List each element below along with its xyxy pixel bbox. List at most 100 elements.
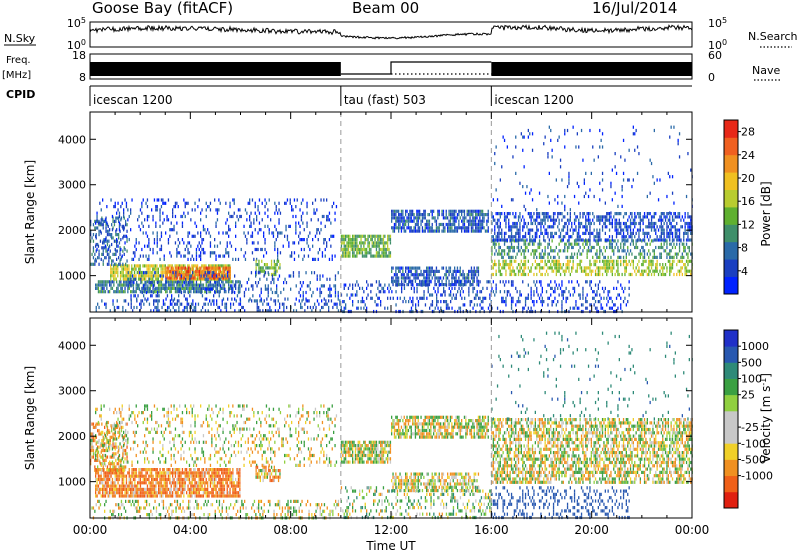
power-cell <box>128 270 130 275</box>
power-cell <box>96 218 98 222</box>
power-cell <box>606 212 608 216</box>
power-cell <box>625 252 627 256</box>
power-cell <box>578 238 580 242</box>
power-cell <box>419 296 421 300</box>
power-cell <box>278 274 281 278</box>
power-cell <box>606 225 608 229</box>
power-cell <box>182 309 184 313</box>
power-cell <box>529 215 531 219</box>
power-cell <box>277 211 279 215</box>
power-cell <box>667 212 669 216</box>
power-cell <box>607 263 609 267</box>
power-cell <box>533 249 535 253</box>
power-cell <box>145 231 147 235</box>
power-cell <box>666 269 668 273</box>
power-cell <box>677 235 679 239</box>
power-cell <box>523 263 525 267</box>
power-cell <box>98 262 100 266</box>
power-cell <box>659 238 661 242</box>
power-cell <box>557 269 559 273</box>
power-cell <box>159 283 161 287</box>
power-cell <box>228 273 230 277</box>
power-cell <box>469 219 471 223</box>
power-cell <box>580 128 583 133</box>
power-cell <box>566 266 569 270</box>
power-cell <box>271 274 274 278</box>
power-cell <box>669 242 671 246</box>
power-cell <box>510 300 513 304</box>
power-cell <box>512 212 514 216</box>
power-cell <box>642 269 644 273</box>
power-cell <box>451 276 453 280</box>
power-cell <box>495 249 497 253</box>
power-cell <box>174 286 177 290</box>
power-cell <box>317 218 319 222</box>
power-cell <box>132 267 134 271</box>
power-cell <box>516 245 518 250</box>
power-cell <box>212 264 214 268</box>
power-cell <box>610 239 612 243</box>
power-cell <box>288 224 290 228</box>
power-cell <box>649 263 651 267</box>
power-cell <box>403 279 405 283</box>
power-cell <box>427 219 429 223</box>
power-cell <box>515 231 517 235</box>
power-cell <box>635 239 637 243</box>
power-cell <box>395 283 397 287</box>
power-cell <box>599 231 601 235</box>
power-cell <box>236 214 238 219</box>
power-cell <box>188 283 191 287</box>
power-cell <box>607 218 609 222</box>
power-cell <box>235 221 237 225</box>
power-cell <box>255 281 257 285</box>
power-cell <box>510 272 513 277</box>
power-cell <box>222 280 224 284</box>
power-cell <box>452 213 454 217</box>
power-cell <box>192 299 194 303</box>
power-cell <box>360 251 362 255</box>
power-cell <box>522 225 524 229</box>
power-cell <box>678 228 681 232</box>
power-cell <box>202 228 205 232</box>
power-cell <box>215 283 217 287</box>
power-cell <box>361 300 364 304</box>
power-cell <box>306 201 308 205</box>
power-cell <box>243 254 245 258</box>
power-cell <box>421 216 424 220</box>
power-cell <box>659 235 661 239</box>
power-cell <box>503 218 506 222</box>
power-cell <box>311 309 313 313</box>
power-cell <box>444 229 446 233</box>
power-cell <box>538 212 541 216</box>
power-cell <box>541 221 543 226</box>
power-cell <box>632 221 634 226</box>
power-cell <box>356 244 358 248</box>
power-cell <box>568 259 570 263</box>
power-cell <box>106 283 108 287</box>
power-cell <box>126 229 128 233</box>
power-cell <box>632 228 634 232</box>
power-cell <box>610 266 612 270</box>
power-cell <box>151 208 153 212</box>
power-cell <box>187 231 189 235</box>
power-cell <box>254 205 256 209</box>
power-cell <box>417 266 419 270</box>
power-cell <box>316 208 318 212</box>
power-cell <box>628 259 630 263</box>
power-cell <box>450 283 452 287</box>
power-cell <box>642 245 644 250</box>
power-cell <box>267 309 270 313</box>
power-cell <box>99 239 102 243</box>
power-cell <box>669 215 671 219</box>
power-cell <box>370 254 372 258</box>
power-cell <box>565 242 567 246</box>
power-cell <box>395 269 397 273</box>
power-cell <box>522 135 524 139</box>
power-cell <box>104 283 107 287</box>
power-cell <box>384 251 386 255</box>
power-cell <box>269 266 271 270</box>
power-cell <box>515 303 517 307</box>
power-cell <box>145 274 147 278</box>
power-cell <box>669 235 671 239</box>
power-cell <box>202 283 205 287</box>
